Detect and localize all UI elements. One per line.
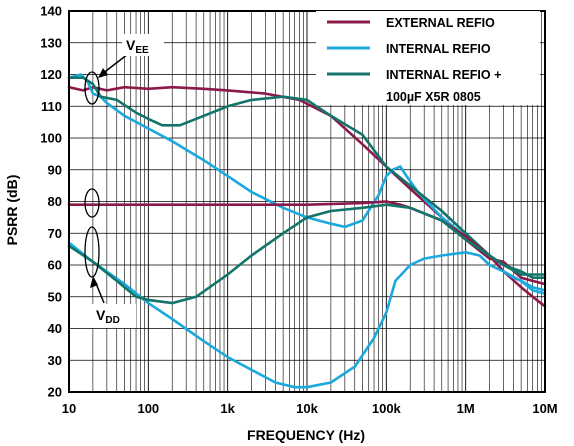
y-tick-label: 20 — [48, 385, 62, 400]
vee-label-main: V — [126, 37, 136, 53]
y-tick-label: 100 — [40, 131, 62, 146]
y-tick-label: 140 — [40, 4, 62, 19]
x-tick-label: 100k — [372, 401, 402, 416]
legend-background — [316, 11, 540, 105]
series-line-vdd-5 — [67, 203, 547, 305]
y-tick-label: 40 — [48, 321, 62, 336]
plot-frame — [68, 10, 546, 393]
vee-label: VEE — [126, 37, 149, 56]
vdd-annotation: VDD — [84, 188, 136, 328]
x-tick-label: 10M — [532, 401, 557, 416]
y-tick-label: 90 — [48, 162, 62, 177]
y-axis-title: PSRR (dB) — [4, 175, 20, 246]
legend-label-0: EXTERNAL REFIO — [386, 16, 495, 30]
series-line-vdd-4 — [67, 241, 547, 389]
y-tick-label: 130 — [40, 35, 62, 50]
vee-label-bg — [122, 34, 164, 56]
legend-label-2: INTERNAL REFIO + — [386, 68, 501, 82]
y-tick-label: 80 — [48, 194, 62, 209]
x-tick-label: 1k — [220, 401, 235, 416]
vee-arrow-line — [101, 53, 129, 75]
x-axis-title: FREQUENCY (Hz) — [247, 427, 365, 443]
y-tick-label: 120 — [40, 67, 62, 82]
plot-series — [67, 73, 547, 389]
vee-annotation: VEE — [84, 34, 164, 105]
vdd-label-bg — [90, 304, 136, 328]
x-tick-labels: 10 100 1k 10k 100k 1M 10M — [62, 401, 558, 416]
y-tick-label: 50 — [48, 289, 62, 304]
y-tick-label: 30 — [48, 353, 62, 368]
vdd-label: VDD — [96, 307, 120, 326]
y-tick-label: 70 — [48, 226, 62, 241]
x-tick-label: 1M — [457, 401, 475, 416]
vdd-label-sub: DD — [105, 315, 119, 326]
series-line-vee-2 — [67, 76, 547, 276]
legend-label-1: INTERNAL REFIO — [386, 42, 491, 56]
vdd-ellipse-top — [84, 188, 100, 218]
y-tick-label: 60 — [48, 258, 62, 273]
vdd-arrow-head — [90, 276, 98, 288]
legend-label-2-line2: 100µF X5R 0805 — [386, 90, 481, 104]
x-tick-label: 10 — [62, 401, 76, 416]
vdd-ellipse-bottom — [84, 226, 100, 278]
vee-ellipse — [84, 71, 100, 105]
vee-label-sub: EE — [135, 45, 149, 56]
y-tick-labels: 20 30 40 50 60 70 80 90 100 110 120 130 140 — [40, 4, 62, 400]
x-tick-label: 10k — [296, 401, 318, 416]
y-tick-label: 110 — [41, 99, 62, 114]
vee-arrow-head — [98, 68, 108, 78]
x-tick-label: 100 — [137, 401, 159, 416]
vdd-label-main: V — [96, 307, 106, 323]
legend: EXTERNAL REFIO INTERNAL REFIO INTERNAL REF… — [316, 11, 540, 105]
